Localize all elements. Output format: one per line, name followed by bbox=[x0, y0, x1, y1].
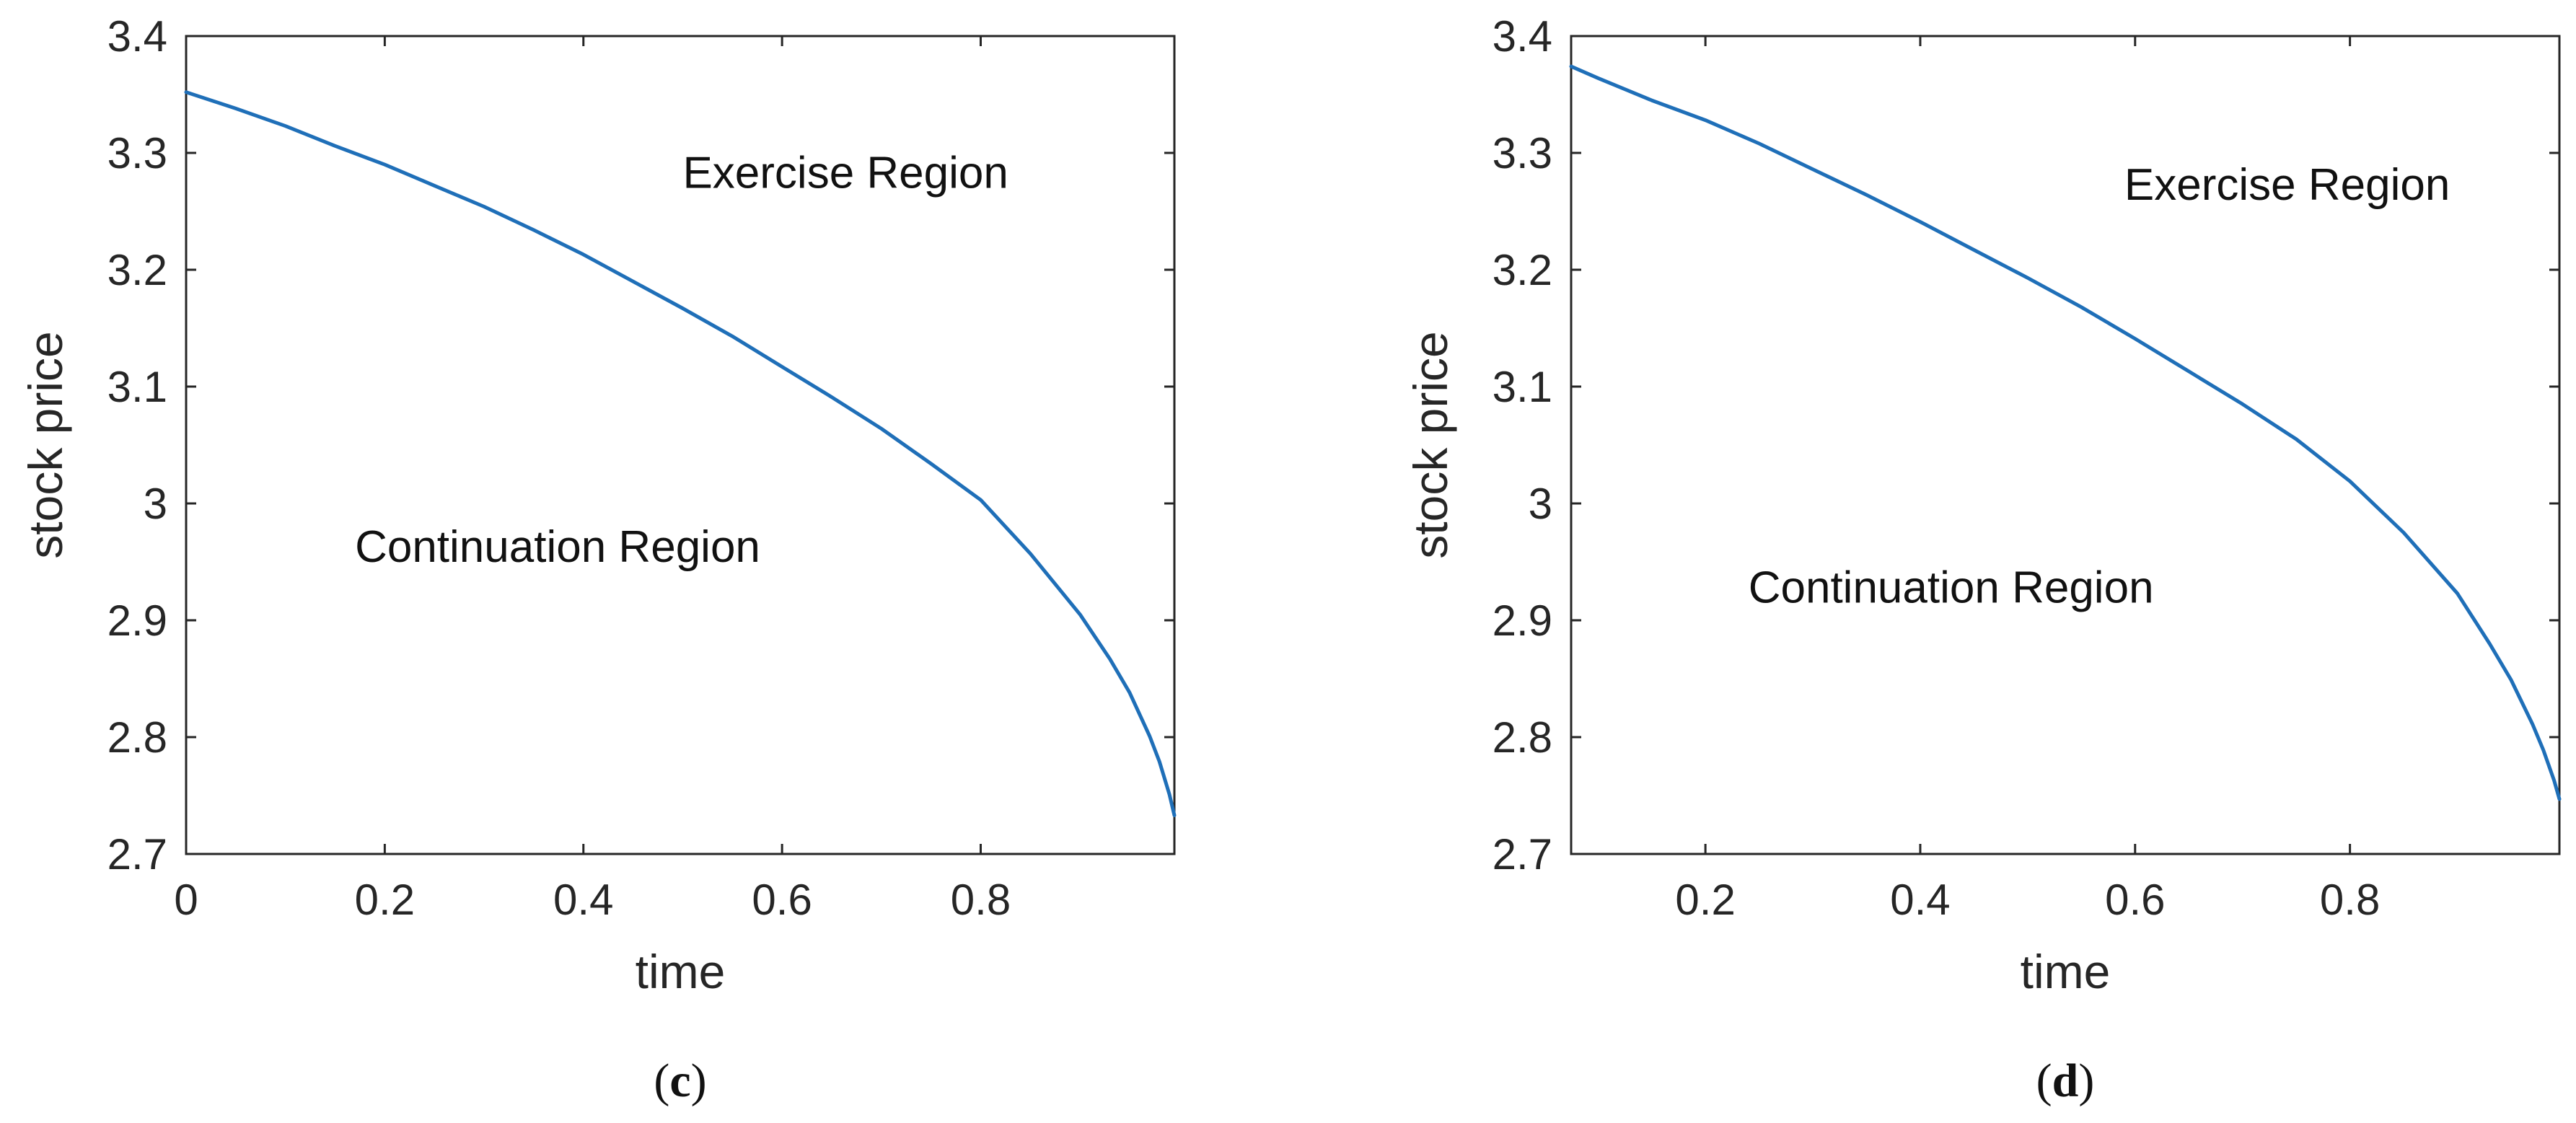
continuation-region-label: Continuation Region bbox=[1749, 563, 2154, 613]
y-tick-label: 2.8 bbox=[107, 713, 167, 762]
caption-letter: d bbox=[2052, 1054, 2079, 1107]
y-tick-label: 3.1 bbox=[107, 363, 167, 411]
x-tick-label: 0.6 bbox=[2105, 876, 2165, 924]
data-point bbox=[1174, 815, 1175, 816]
data-point bbox=[1030, 553, 1031, 554]
y-tick-label: 3.3 bbox=[1493, 129, 1552, 177]
exercise-region-label: Exercise Region bbox=[682, 149, 1008, 198]
data-point bbox=[1571, 66, 1572, 67]
data-point bbox=[2532, 724, 2533, 725]
y-tick-label: 3.1 bbox=[1493, 363, 1552, 411]
x-tick-label: 0.4 bbox=[553, 876, 613, 924]
x-tick-label: 0.8 bbox=[2320, 876, 2380, 924]
x-tick-label: 0.6 bbox=[752, 876, 812, 924]
data-point bbox=[484, 206, 485, 207]
x-tick-label: 0.8 bbox=[951, 876, 1011, 924]
y-tick-label: 3.2 bbox=[107, 246, 167, 294]
y-tick-label: 3.3 bbox=[107, 129, 167, 177]
data-point bbox=[2559, 798, 2560, 799]
y-tick-label: 2.7 bbox=[107, 830, 167, 878]
y-tick-label: 3.2 bbox=[1493, 246, 1552, 294]
data-point bbox=[732, 336, 733, 337]
panel-caption: (c) bbox=[654, 1054, 706, 1107]
data-point bbox=[285, 125, 286, 126]
x-tick-label: 0.2 bbox=[1675, 876, 1735, 924]
plot-frame bbox=[185, 35, 1176, 855]
y-axis-label: stock price bbox=[1404, 331, 1457, 558]
y-tick-label: 2.9 bbox=[107, 596, 167, 645]
data-point bbox=[1598, 78, 1599, 79]
data-point bbox=[1169, 794, 1170, 795]
caption-letter: c bbox=[669, 1054, 690, 1107]
y-tick-label: 3.4 bbox=[1493, 12, 1552, 61]
panel-caption: (d) bbox=[2036, 1054, 2095, 1107]
data-point bbox=[235, 108, 236, 109]
data-point bbox=[2511, 679, 2512, 680]
data-point bbox=[2457, 593, 2458, 594]
data-point bbox=[1920, 221, 1921, 222]
plot-frame bbox=[1570, 35, 2561, 855]
data-point bbox=[2489, 643, 2490, 644]
caption-close-paren: ) bbox=[2078, 1054, 2094, 1107]
data-point bbox=[1080, 614, 1081, 615]
x-tick-label: 0.4 bbox=[1890, 876, 1950, 924]
x-axis-label: time bbox=[636, 945, 726, 998]
continuation-region-label: Continuation Region bbox=[355, 522, 760, 572]
data-point bbox=[782, 366, 783, 367]
caption-close-paren: ) bbox=[691, 1054, 707, 1107]
y-tick-label: 3 bbox=[1529, 480, 1552, 528]
data-point bbox=[2349, 481, 2350, 482]
x-axis-label: time bbox=[2021, 945, 2111, 998]
y-axis-label: stock price bbox=[19, 331, 72, 558]
y-tick-label: 3.4 bbox=[107, 12, 167, 61]
data-point bbox=[1651, 100, 1652, 101]
x-tick-label: 0 bbox=[174, 876, 198, 924]
series-line bbox=[1569, 64, 2562, 801]
data-point bbox=[384, 164, 385, 165]
exercise-region-label: Exercise Region bbox=[2124, 160, 2450, 210]
caption-open-paren: ( bbox=[654, 1054, 669, 1107]
y-tick-label: 3 bbox=[144, 480, 167, 528]
data-point bbox=[533, 229, 534, 230]
data-point bbox=[682, 308, 683, 309]
data-point bbox=[2543, 749, 2544, 750]
series-line bbox=[184, 90, 1177, 817]
x-tick-label: 0.2 bbox=[355, 876, 415, 924]
data-point bbox=[434, 185, 435, 186]
chart-panel-d: 2.7 2.8 2.9 3 3.1 3.2 3.3 3.4 0.2 0.4 0.6 0.8 time st… bbox=[1404, 12, 2562, 1107]
y-tick-label: 2.7 bbox=[1493, 830, 1552, 878]
caption-open-paren: ( bbox=[2036, 1054, 2052, 1107]
y-tick-label: 2.9 bbox=[1493, 596, 1552, 645]
data-point bbox=[980, 500, 981, 501]
data-point bbox=[881, 428, 882, 429]
chart-panel-c: 2.7 2.8 2.9 3 3.1 3.2 3.3 3.4 0 0.2 0.4 0.6 0.8 time s… bbox=[19, 12, 1177, 1107]
y-tick-label: 2.8 bbox=[1493, 713, 1552, 762]
data-point bbox=[583, 254, 584, 255]
data-point bbox=[2242, 404, 2243, 405]
